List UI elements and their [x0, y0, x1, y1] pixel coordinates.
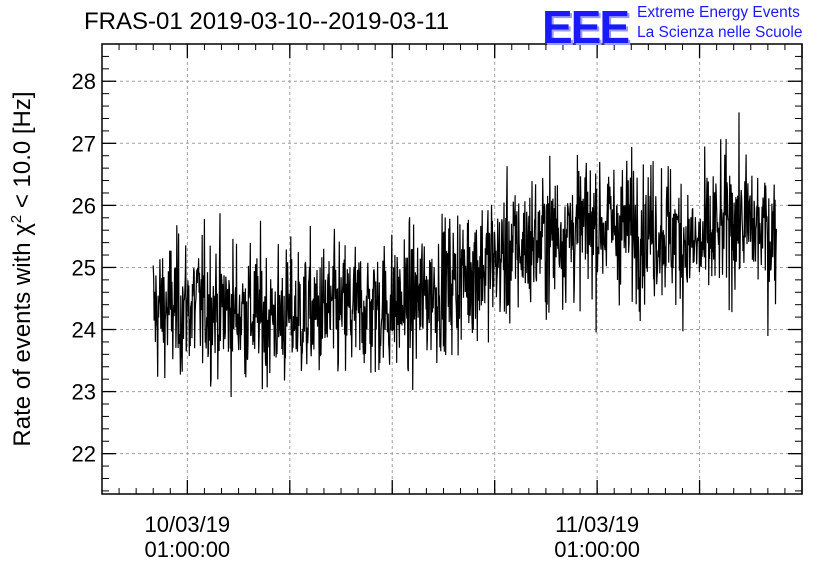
- y-tick-label: 26: [72, 193, 96, 218]
- axis-ticks: [101, 43, 803, 494]
- logo-line-1: Extreme Energy Events: [637, 4, 800, 21]
- eee-logo: EEE: [542, 1, 630, 53]
- y-axis-label: Rate of events with χ2 < 10.0 [Hz]: [8, 91, 36, 446]
- x-tick-label-date: 10/03/19: [145, 512, 231, 537]
- plot-frame: [101, 43, 803, 495]
- y-tick-label: 28: [72, 69, 96, 94]
- y-tick-label: 27: [72, 131, 96, 156]
- x-tick-label-time: 01:00:00: [554, 537, 640, 562]
- grid-lines: [102, 44, 803, 494]
- y-tick-label: 24: [72, 318, 96, 343]
- y-tick-label: 25: [72, 255, 96, 280]
- chart-title: FRAS-01 2019-03-10--2019-03-11: [84, 8, 450, 35]
- data-series: [152, 112, 777, 398]
- logo-line-2: La Scienza nelle Scuole: [637, 24, 803, 41]
- y-tick-label: 22: [72, 442, 96, 467]
- x-tick-label-date: 11/03/19: [555, 512, 639, 537]
- x-tick-label-time: 01:00:00: [145, 537, 231, 562]
- y-tick-label: 23: [72, 380, 96, 405]
- y-tick-labels: 22 23 24 25 26 27 28: [72, 69, 96, 466]
- rate-series-line: [152, 112, 777, 398]
